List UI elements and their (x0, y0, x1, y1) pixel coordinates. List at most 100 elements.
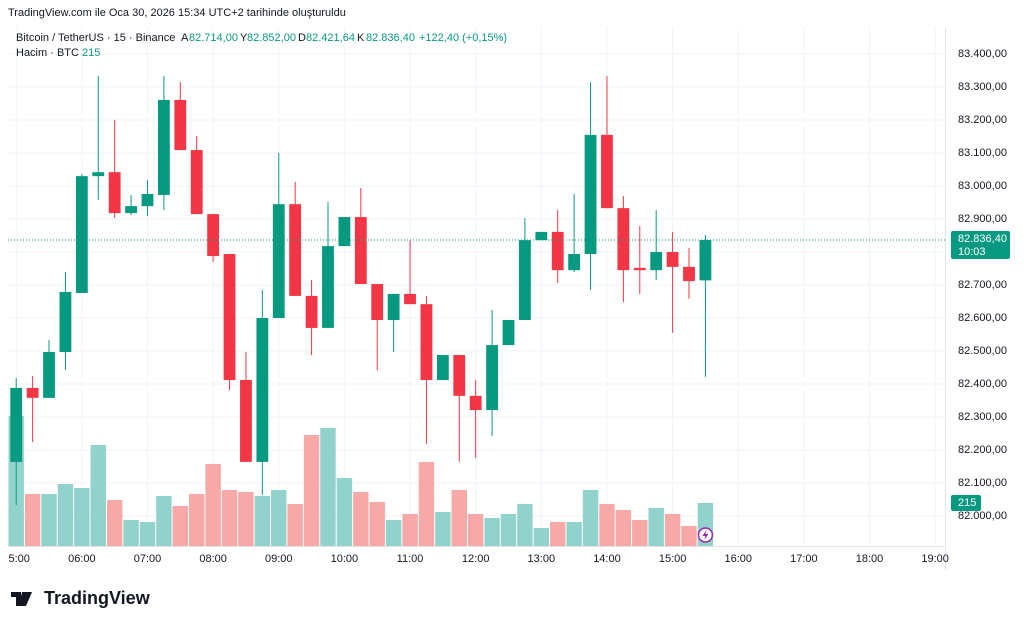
volume-bar (303, 435, 320, 546)
candle-body (535, 231, 548, 241)
volume-title: Hacim · BTC (16, 47, 79, 59)
candle-body (157, 99, 170, 195)
candle-body (584, 134, 597, 255)
candle-body (256, 318, 269, 462)
candle-body (436, 354, 449, 381)
volume-bar (139, 522, 156, 546)
y-tick-label: 82.100,00 (958, 477, 1007, 489)
low-label: D (298, 32, 306, 44)
x-tick-label: 10:00 (331, 553, 359, 565)
volume-bar (385, 520, 402, 546)
alert-icon-bolt (702, 530, 709, 540)
high-label: Y (240, 32, 248, 44)
x-tick-label: 06:00 (68, 553, 96, 565)
x-tick-label: 09:00 (265, 553, 293, 565)
volume-bar (353, 492, 369, 546)
volume-bar (517, 504, 533, 546)
high-value: 82.852,00 (247, 32, 296, 44)
plot-area (8, 28, 945, 546)
x-tick-label: 13:00 (528, 553, 556, 565)
candle-body (551, 231, 564, 271)
candle-body (322, 246, 334, 328)
candle-body (272, 204, 285, 319)
volume-bar (599, 504, 615, 546)
volume-bar (533, 528, 550, 546)
y-tick-label: 82.200,00 (958, 444, 1007, 456)
candle-body (404, 293, 416, 305)
volume-bar (484, 518, 500, 546)
volume-bar (467, 514, 484, 546)
countdown: 10:03 (958, 246, 986, 258)
candle-body (519, 240, 531, 320)
candle-body (174, 99, 187, 151)
change: +122,40 (+0,15%) (419, 32, 507, 44)
volume-bar (648, 508, 664, 546)
candle-body (371, 284, 384, 320)
y-tick-label: 82.000,00 (958, 510, 1007, 522)
candle-body (240, 380, 252, 462)
symbol: Bitcoin / TetherUS · 15 · Binance (16, 32, 175, 44)
volume-bar (336, 478, 353, 546)
candle-body (141, 193, 154, 207)
close-value: 82.836,40 (366, 32, 415, 44)
candle-body (26, 387, 39, 398)
candle-body (601, 134, 613, 209)
volume-bar (681, 526, 697, 546)
x-tick-label: 19:00 (921, 553, 949, 565)
y-tick-label: 82.500,00 (958, 345, 1007, 357)
volume-bar (369, 502, 385, 546)
y-tick-label: 82.400,00 (958, 378, 1007, 390)
volume-bar (205, 464, 221, 546)
x-tick-label: 18:00 (856, 553, 884, 565)
logo-icon (11, 592, 32, 606)
volume-bar (320, 428, 336, 546)
candle-body (568, 254, 581, 271)
volume-bar (24, 494, 41, 546)
y-tick-label: 83.400,00 (958, 48, 1007, 60)
volume-bar (582, 490, 599, 546)
volume-bar (156, 496, 172, 546)
volume-bar (123, 520, 139, 546)
candle-body (125, 206, 137, 214)
x-tick-label: 15:00 (659, 553, 687, 565)
volume-bar (106, 500, 123, 546)
open-value: 82.714,00 (189, 32, 238, 44)
candle-body (617, 208, 630, 271)
x-tick-label: 17:00 (790, 553, 818, 565)
candle-body (75, 176, 88, 293)
volume-bar (418, 462, 435, 546)
y-tick-label: 83.100,00 (958, 147, 1007, 159)
volume-tag (951, 495, 981, 511)
volume-bar (287, 504, 303, 546)
volume-bar (41, 494, 57, 546)
y-tick-label: 82.900,00 (958, 213, 1007, 225)
candle-body (207, 214, 220, 256)
volume-bar (221, 490, 238, 546)
volume-bar (402, 514, 418, 546)
x-tick-label: 08:00 (199, 553, 227, 565)
candle-body (633, 267, 646, 271)
volume-bar (664, 514, 681, 546)
y-tick-label: 82.300,00 (958, 411, 1007, 423)
volume-bar (566, 522, 582, 546)
y-tick-label: 83.200,00 (958, 114, 1007, 126)
last-price-label: 82.836,40 (958, 233, 1007, 245)
candle-body (683, 266, 695, 282)
x-tick-label: 07:00 (134, 553, 162, 565)
candle-body (43, 351, 55, 398)
volume-tag-label: 215 (958, 497, 976, 509)
candle-body (699, 240, 712, 281)
volume-bar (90, 445, 106, 546)
created-note: TradingView.com ile Oca 30, 2026 15:34 U… (8, 7, 346, 19)
candle-body (486, 345, 498, 411)
x-tick-label: 12:00 (462, 553, 490, 565)
y-tick-label: 83.000,00 (958, 180, 1007, 192)
volume-bar (435, 512, 451, 546)
candle-body (223, 254, 236, 381)
open-label: A (181, 32, 189, 44)
volume-legend-value: 215 (82, 47, 100, 59)
candle-body (338, 217, 351, 247)
volume-bar (189, 494, 205, 546)
close-label: K (357, 32, 365, 44)
